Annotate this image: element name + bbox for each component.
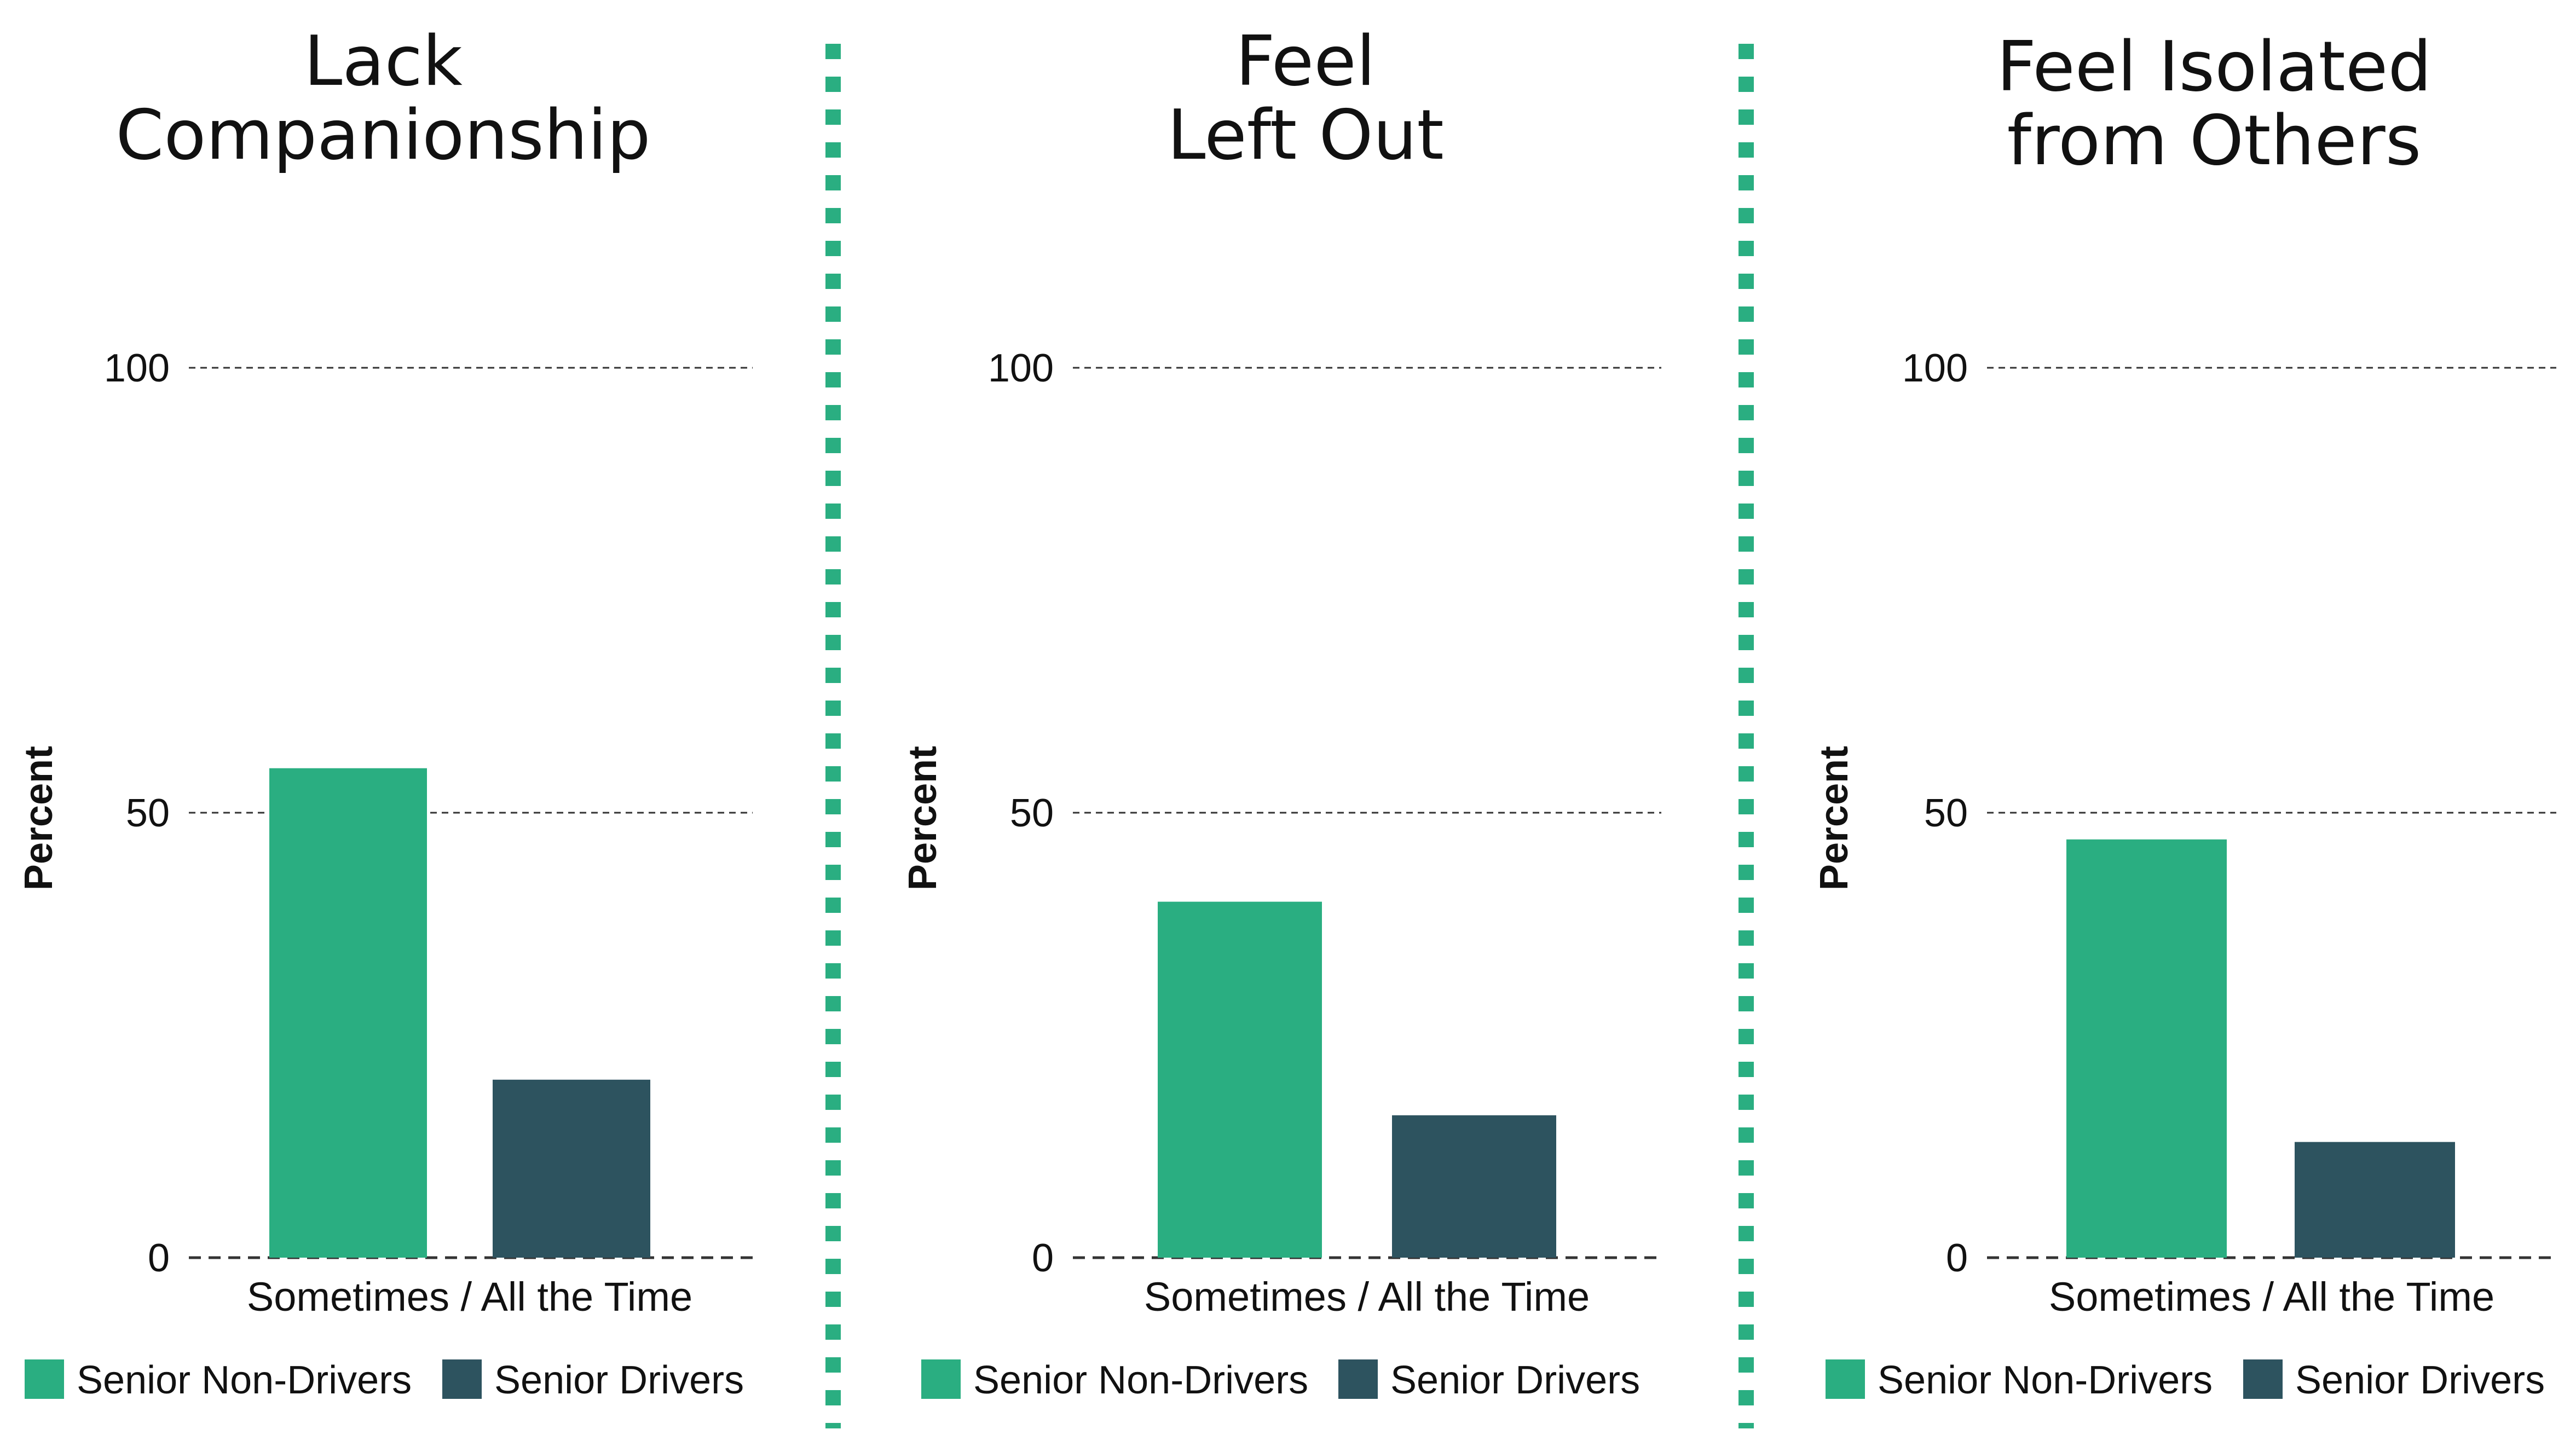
panel-1-legend-label-drivers: Senior Drivers (494, 1358, 744, 1402)
panel-1-bar-drivers (493, 1079, 650, 1258)
panel-2-ytick-label-50: 50 (1010, 791, 1054, 835)
panel-3-ytick-label-100: 100 (1902, 346, 1968, 390)
panel-1-legend-swatch-non-drivers (25, 1359, 64, 1399)
panel-2-legend-swatch-non-drivers (921, 1359, 961, 1399)
panel-3-y-axis-label: Percent (1812, 746, 1856, 890)
panel-3-bar-drivers (2295, 1142, 2455, 1258)
panel-3-bar-non-drivers (2066, 839, 2227, 1258)
panel-1-legend-swatch-drivers (442, 1359, 482, 1399)
panel-3-legend-label-non-drivers: Senior Non-Drivers (1878, 1358, 2213, 1402)
panel-1-title-line-2: Companionship (115, 95, 650, 175)
panel-2-title-line-2: Left Out (1167, 95, 1444, 175)
panel-2-bar-non-drivers (1158, 901, 1322, 1258)
panel-1-legend-label-non-drivers: Senior Non-Drivers (77, 1358, 412, 1402)
panel-3-title-line-1: Feel Isolated (1997, 26, 2432, 107)
panel-1-bar-non-drivers (269, 768, 427, 1258)
panel-2-ytick-label-100: 100 (988, 346, 1054, 390)
panel-3-category-label: Sometimes / All the Time (2049, 1274, 2494, 1320)
panel-3-legend-label-drivers: Senior Drivers (2295, 1358, 2545, 1402)
panel-3-title-line-2: from Others (2007, 100, 2422, 181)
panel-1-ytick-label-50: 50 (126, 791, 170, 835)
panel-1-ytick-label-0: 0 (148, 1236, 170, 1280)
panel-3-legend-swatch-non-drivers (1826, 1359, 1865, 1399)
panel-1-title-line-1: Lack (304, 21, 463, 101)
panel-2-title-line-1: Feel (1235, 21, 1376, 101)
panel-2-legend-label-drivers: Senior Drivers (1390, 1358, 1640, 1402)
panel-2-ytick-label-0: 0 (1032, 1236, 1054, 1280)
panel-2-legend-label-non-drivers: Senior Non-Drivers (973, 1358, 1308, 1402)
panel-2-y-axis-label: Percent (901, 746, 945, 890)
panel-2-legend-swatch-drivers (1338, 1359, 1378, 1399)
panel-3-ytick-label-0: 0 (1946, 1236, 1968, 1280)
panel-2-bar-drivers (1392, 1115, 1556, 1258)
panel-1-category-label: Sometimes / All the Time (247, 1274, 692, 1320)
panel-1-y-axis-label: Percent (17, 746, 61, 890)
panel-1-ytick-label-100: 100 (104, 346, 170, 390)
panel-3-legend-swatch-drivers (2243, 1359, 2283, 1399)
panel-3-ytick-label-50: 50 (1924, 791, 1968, 835)
panel-2-category-label: Sometimes / All the Time (1144, 1274, 1590, 1320)
